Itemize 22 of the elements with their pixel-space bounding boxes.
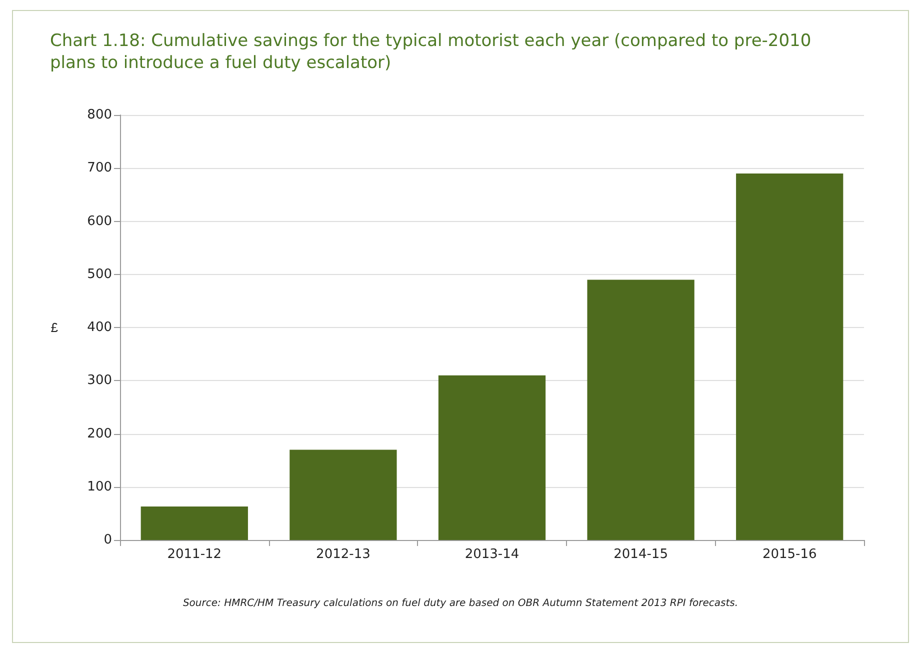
- x-tick-label: 2011-12: [167, 547, 222, 562]
- x-tick-label: 2014-15: [614, 547, 668, 562]
- bar: [736, 173, 844, 540]
- y-tick-label: 100: [87, 479, 112, 494]
- source-note: Source: HMRC/HM Treasury calculations on fuel duty are based on OBR Autumn Statement 2013 RPI forecasts.: [182, 598, 740, 609]
- y-tick-label: 300: [87, 373, 112, 388]
- bar: [290, 450, 397, 540]
- bar: [140, 506, 248, 540]
- y-tick-label: 700: [87, 160, 112, 176]
- bar: [438, 375, 546, 540]
- bar: [587, 280, 694, 540]
- x-tick-label: 2015-16: [762, 547, 817, 562]
- y-tick-label: 200: [87, 426, 112, 442]
- x-tick-label: 2012-13: [316, 547, 370, 562]
- chart-title: Chart 1.18: Cumulative savings for the typical motorist each year (compared to pre-2010 plans to introduce a fuel duty escalator): [50, 30, 812, 74]
- y-tick-label: 800: [87, 108, 112, 122]
- y-axis-title: £: [50, 320, 59, 335]
- y-tick-label: 600: [87, 214, 112, 229]
- y-tick-label: 400: [87, 320, 112, 335]
- x-tick-label: 2013-14: [464, 547, 520, 562]
- y-tick-label: 500: [87, 266, 112, 282]
- y-tick-label: 0: [104, 532, 112, 548]
